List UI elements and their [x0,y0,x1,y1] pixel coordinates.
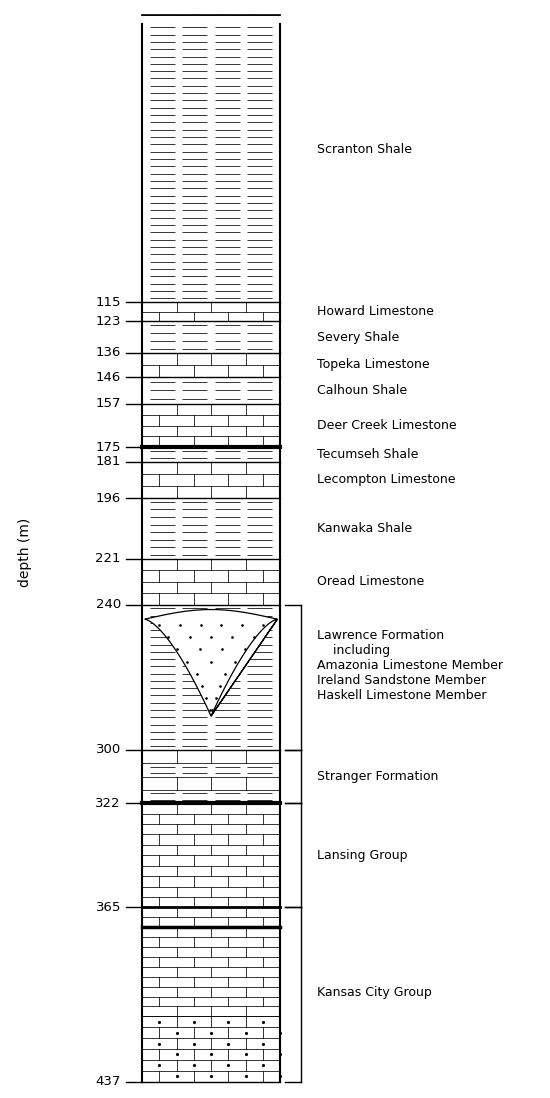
Text: Howard Limestone: Howard Limestone [317,305,434,318]
Text: 196: 196 [96,492,121,505]
Text: 300: 300 [96,743,121,757]
Text: 365: 365 [96,900,121,914]
Text: 157: 157 [95,397,121,411]
Text: 175: 175 [95,440,121,453]
Text: Severy Shale: Severy Shale [317,330,399,344]
Text: Kanwaka Shale: Kanwaka Shale [317,522,412,535]
Text: Topeka Limestone: Topeka Limestone [317,358,430,371]
Text: Deer Creek Limestone: Deer Creek Limestone [317,419,456,432]
Text: 322: 322 [95,797,121,809]
Text: Stranger Formation: Stranger Formation [317,770,438,783]
Text: Oread Limestone: Oread Limestone [317,575,425,589]
Text: Lawrence Formation
    including
Amazonia Limestone Member
Ireland Sandstone Mem: Lawrence Formation including Amazonia Li… [317,629,503,702]
Text: Lecompton Limestone: Lecompton Limestone [317,473,455,486]
Text: Tecumseh Shale: Tecumseh Shale [317,448,419,461]
Text: 115: 115 [95,295,121,309]
Text: 240: 240 [96,598,121,612]
Text: Kansas City Group: Kansas City Group [317,986,432,999]
Bar [142,23,280,1082]
Text: 136: 136 [96,346,121,359]
Text: Calhoun Shale: Calhoun Shale [317,384,407,396]
Text: 146: 146 [96,370,121,383]
Text: 437: 437 [96,1075,121,1088]
Polygon shape [145,609,277,716]
Text: 123: 123 [95,315,121,328]
Text: depth (m): depth (m) [18,518,32,587]
Text: 181: 181 [96,456,121,469]
Text: Lansing Group: Lansing Group [317,849,408,862]
Text: Scranton Shale: Scranton Shale [317,143,412,156]
Text: 221: 221 [95,552,121,565]
